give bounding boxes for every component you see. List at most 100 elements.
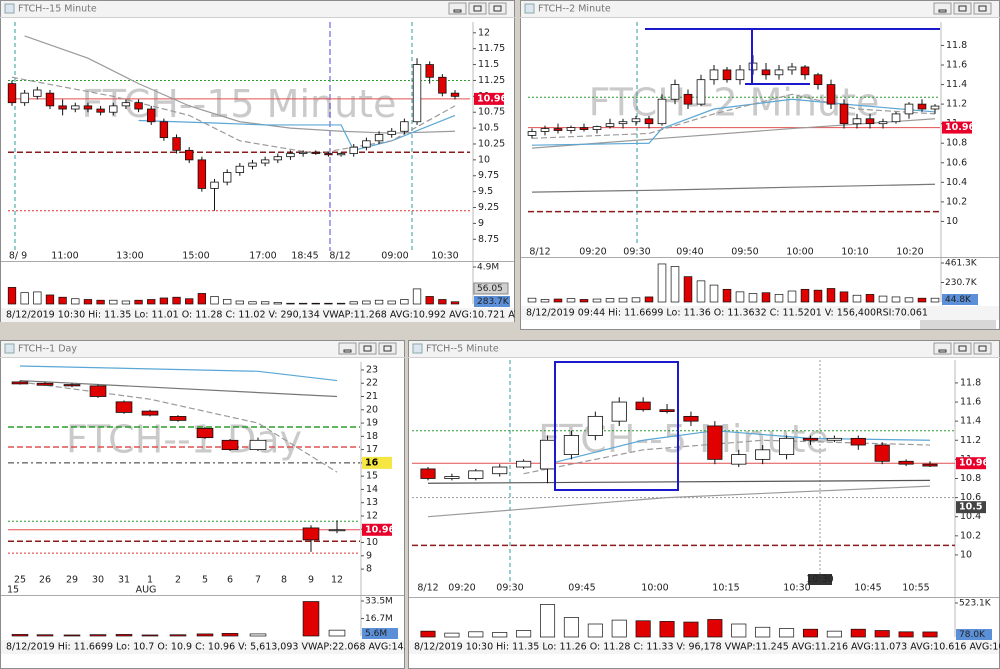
candle-body xyxy=(109,105,118,113)
candle-body xyxy=(468,470,484,479)
y-tick-label: 13 xyxy=(366,497,378,508)
y-tick-label: 11.4 xyxy=(960,416,981,427)
y-tick-label: 11.8 xyxy=(960,377,981,388)
price-tag-label: 10.96 xyxy=(365,524,395,535)
close-button[interactable] xyxy=(973,2,992,15)
volume-bar xyxy=(298,302,308,305)
volume-bar xyxy=(540,299,550,303)
candle-body xyxy=(709,69,719,81)
volume-bar xyxy=(874,630,890,638)
candle-body xyxy=(134,102,143,110)
status-text: 8/12/2019 Hi: 11.6699 Lo: 10.7 O: 10.9 C… xyxy=(6,642,472,653)
candle-body xyxy=(731,454,747,465)
y-tick-label: 10.2 xyxy=(946,196,967,207)
volume-bar xyxy=(89,634,107,637)
candle-body xyxy=(839,103,849,125)
y-tick-label: 12 xyxy=(478,27,490,38)
window-title: FTCH--2 Minute xyxy=(538,4,611,15)
volume-bar xyxy=(311,302,320,305)
volume-bar xyxy=(196,633,214,637)
maximize-button[interactable] xyxy=(358,342,377,355)
y-tick-label: 22 xyxy=(366,378,378,389)
close-button[interactable] xyxy=(378,342,397,355)
volume-bar xyxy=(735,291,745,303)
volume-bar xyxy=(45,294,55,305)
status-bar xyxy=(521,306,999,320)
minimize-button[interactable] xyxy=(338,342,357,355)
volume-bar xyxy=(683,621,699,638)
y-tick-label: 10 xyxy=(366,537,378,548)
volume-tag xyxy=(474,296,510,307)
volume-bar xyxy=(657,263,667,303)
annotation-lines xyxy=(645,28,940,85)
indicator-tag xyxy=(473,282,509,295)
volume-bar xyxy=(197,293,207,305)
candle-body xyxy=(159,121,169,139)
close-glyph xyxy=(978,5,987,12)
scrollbar[interactable] xyxy=(920,320,996,329)
x-tick-label: 10:20 xyxy=(896,247,923,258)
maximize-glyph xyxy=(473,5,482,12)
candle-body xyxy=(683,415,699,422)
y-tick-label: 12 xyxy=(366,510,378,521)
candle-body xyxy=(917,103,927,110)
y-tick-label: 10.6 xyxy=(960,492,981,503)
volume-bar xyxy=(527,297,537,303)
y-tick-label: 10 xyxy=(478,154,490,165)
y-tick-label: 11.6 xyxy=(960,397,981,408)
candle-body xyxy=(63,384,81,387)
close-button[interactable] xyxy=(488,2,507,15)
candle-body xyxy=(196,427,214,439)
candle-body xyxy=(210,181,219,189)
x-tick-label: 2 xyxy=(175,575,181,586)
x-tick-label: 15:00 xyxy=(182,251,209,262)
maximize-button[interactable] xyxy=(953,2,972,15)
indicator-tag-label: 56.05 xyxy=(477,284,503,294)
price-tag xyxy=(956,501,986,514)
minimize-button[interactable] xyxy=(933,2,952,15)
volume-bar xyxy=(438,299,447,305)
volume-bar xyxy=(328,629,346,637)
volume-tag xyxy=(942,294,978,305)
volume-bar xyxy=(159,297,169,305)
candle-body xyxy=(787,66,797,71)
volume-bar xyxy=(450,301,460,305)
candle-body xyxy=(922,463,938,467)
candle-body xyxy=(850,437,866,446)
x-tick-label: 10:10 xyxy=(841,247,868,258)
volume-bar xyxy=(852,294,862,303)
maximize-button[interactable] xyxy=(953,342,972,355)
volume-pane-border xyxy=(1,595,404,596)
status-text: 8/12/2019 09:44 Hi: 11.6699 Lo: 11.36 O:… xyxy=(526,308,928,319)
x-tick-label: 26 xyxy=(39,575,51,586)
candle-body xyxy=(865,118,875,125)
volume-tick-label: 33.5M xyxy=(365,597,393,607)
volume-bar xyxy=(71,298,80,305)
volume-bar xyxy=(579,299,589,303)
y-tick-label: 8 xyxy=(366,564,372,575)
indicator-line xyxy=(19,379,338,398)
indicator-line xyxy=(138,114,456,152)
candle-body xyxy=(539,439,556,470)
minimize-button[interactable] xyxy=(448,2,467,15)
window-icon xyxy=(412,343,423,354)
chart-window: FTCH--15 Minute FTCH--15 Minute 12 11.75 11.… xyxy=(0,0,515,322)
y-tick-label: 21 xyxy=(366,391,378,402)
minimize-button[interactable] xyxy=(933,342,952,355)
window-icon xyxy=(4,343,15,354)
watermark: FTCH--2 Minute xyxy=(589,80,880,124)
candle-body xyxy=(735,69,745,81)
title-bar xyxy=(1,1,514,17)
y-tick-label: 17 xyxy=(366,444,378,455)
volume-bar xyxy=(865,294,875,303)
indicator-line xyxy=(531,93,936,139)
x-tick-label: 10:30 xyxy=(431,251,458,262)
close-button[interactable] xyxy=(973,342,992,355)
maximize-button[interactable] xyxy=(468,2,487,15)
candle-body xyxy=(527,131,537,136)
volume-bar xyxy=(286,302,295,305)
y-tick-label: 10 xyxy=(960,549,972,560)
volume-bar xyxy=(917,297,927,303)
